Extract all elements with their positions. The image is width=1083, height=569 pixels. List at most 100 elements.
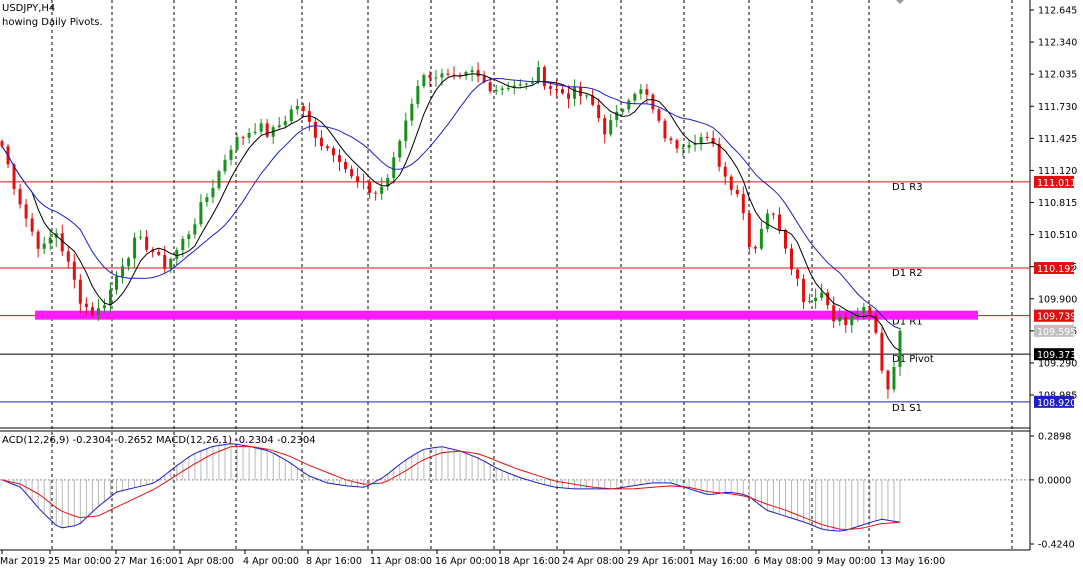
candle-bear [319,137,323,147]
candle-bear [265,123,269,137]
candle-bull [585,95,589,97]
candle-bear [591,95,595,105]
candle-bear [735,189,739,195]
candle-bull [892,366,896,390]
candle-bull [253,131,257,134]
candle-bear [344,161,348,170]
candle-bear [542,67,546,87]
price-axis-ticks: 112.645 112.340 112.035 111.730 111.425 111.1… [1030,6,1077,402]
candle-bull [199,202,203,225]
candle-bull [808,301,812,303]
candle-bull [898,330,902,367]
candle-bull [530,82,534,84]
candle-bull [205,197,209,203]
candle-bear [90,307,94,316]
candle-bear [18,188,22,205]
x-tick-label: 9 May 00:00 [817,556,876,567]
candle-bull [422,75,426,87]
zone-bar [35,310,978,320]
price-tags: 111.011 110.192 109.739 109.373 108.920 109.5… [1034,175,1076,409]
candle-bull [470,70,474,72]
y-tick-label: 109.290 [1038,358,1077,369]
chart-shift-marker[interactable] [896,0,904,4]
x-tick-label: 25 Mar 00:00 [48,556,111,567]
candle-bull [108,289,112,306]
candle-bear [78,279,82,304]
candle-bull [681,147,685,149]
candle-bull [42,243,46,249]
x-tick-label: Mar 2019 [0,556,45,567]
x-tick-label: 24 Apr 08:00 [562,556,624,567]
candle-bull [573,87,577,99]
candle-bull [259,123,263,132]
candle-bear [356,176,360,182]
x-tick-label: 16 Apr 00:00 [435,556,497,567]
candle-bull [386,177,390,187]
candle-bull [295,106,299,110]
candle-bear [560,89,564,94]
candle-bull [615,111,619,121]
candle-bull [277,125,281,128]
candle-bear [844,316,848,326]
x-tick-label: 11 Apr 08:00 [370,556,432,567]
x-tick-label: 1 Apr 08:00 [178,556,234,567]
pivot-label: D1 R1 [892,317,923,328]
candle-bear [705,136,709,138]
candle-bull [193,224,197,235]
candle-bear [880,332,884,371]
candle-bear [657,109,661,121]
candle-bear [567,93,571,99]
pivot-label: D1 S1 [892,403,922,414]
candle-bull [500,88,504,90]
candle-bull [759,228,763,249]
x-tick-label: 8 Apr 16:00 [306,556,362,567]
candle-bull [289,109,293,122]
price-pane[interactable] [0,0,1030,428]
candle-bear [777,214,781,230]
candle-bull [96,308,100,316]
candle-bull [127,258,131,267]
x-tick-label: 29 Apr 16:00 [627,556,689,567]
highlight-zone [35,310,978,320]
candle-bear [145,236,149,250]
candle-bull [175,249,179,259]
candle-bull [627,100,631,110]
candle-bear [36,231,40,249]
vertical-grid [51,0,1013,550]
candle-bear [802,278,806,303]
candle-bull [820,292,824,298]
y-tick-label: 112.645 [1038,6,1077,17]
candle-bull [404,120,408,142]
candle-bear [874,314,878,333]
candle-bull [609,120,613,135]
candle-bear [241,137,245,139]
macd-pane: 0.2898 0.0000 -0.4240 [0,432,1075,551]
candle-bear [30,218,34,232]
symbol-label: USDJPY,H4 [2,3,55,14]
candle-bull [398,141,402,158]
candle-bear [886,370,890,390]
candle-bull [524,83,528,85]
candle-bear [313,121,317,138]
candle-bull [229,149,233,160]
candle-bull [699,136,703,144]
ma-fast-line [1,73,901,352]
candle-bear [741,194,745,214]
candle-bear [12,164,16,189]
candle-bear [554,88,558,90]
candle-bear [579,87,583,96]
candle-bull [211,188,215,198]
candle-bear [663,120,667,139]
x-tick-label: 6 May 08:00 [754,556,813,567]
candle-bull [139,236,143,238]
candle-bear [711,137,715,144]
candle-bull [434,77,438,79]
candle-bull [440,73,444,78]
macd-line [1,443,901,532]
candle-bear [832,305,836,322]
candle-bear [790,248,794,270]
candle-bull [814,297,818,302]
x-tick-label: 13 May 16:00 [880,556,945,567]
candle-bear [66,251,70,262]
